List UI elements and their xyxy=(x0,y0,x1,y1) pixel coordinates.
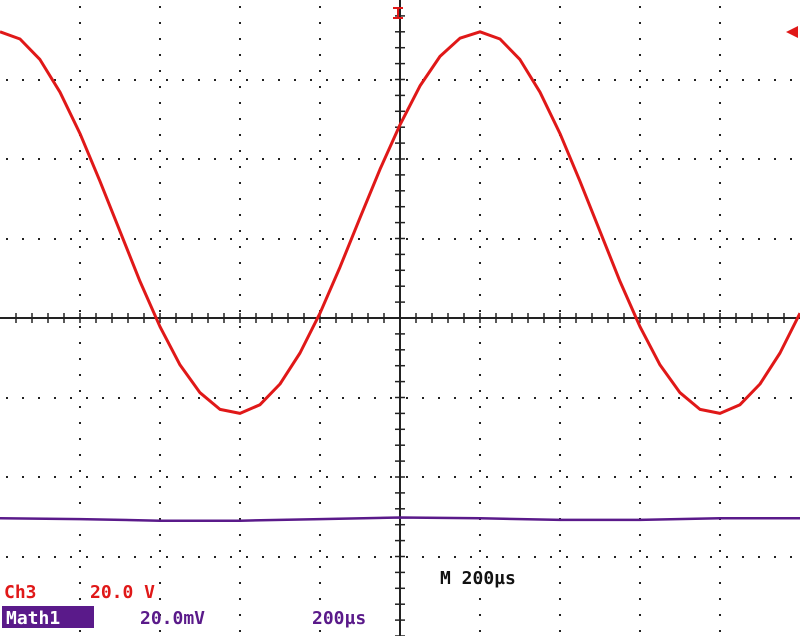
timebase-label: M 200µs xyxy=(440,568,516,589)
math1-label: Math1 xyxy=(6,608,60,629)
ch3-trace xyxy=(0,30,800,415)
trigger-level-arrow-icon xyxy=(786,26,798,38)
markers xyxy=(393,7,798,38)
math1-trace xyxy=(0,516,800,522)
ch3-label: Ch3 xyxy=(4,582,37,603)
math1-badge xyxy=(2,606,94,628)
math1-time: 200µs xyxy=(312,608,366,629)
traces xyxy=(0,30,800,522)
math1-scale: 20.0mV xyxy=(140,608,205,629)
trigger-position-icon xyxy=(393,7,403,19)
ch3-scale: 20.0 V xyxy=(90,582,155,603)
